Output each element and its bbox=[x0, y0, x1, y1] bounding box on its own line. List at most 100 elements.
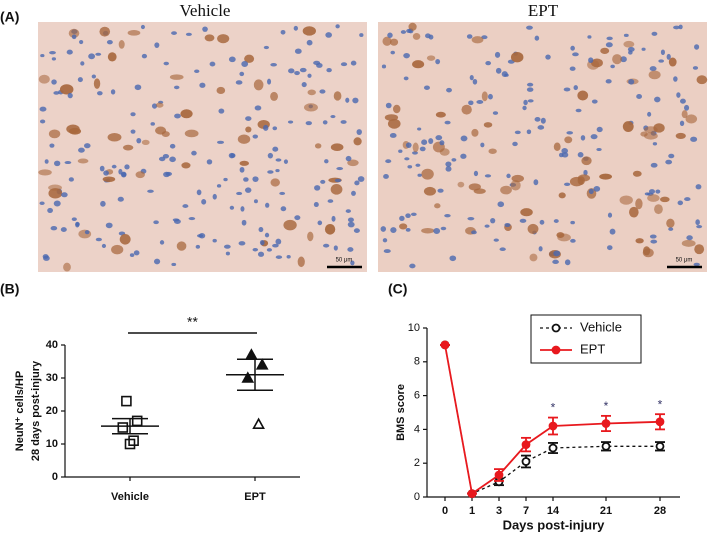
cell bbox=[223, 177, 228, 182]
cell bbox=[324, 159, 329, 164]
panel-label: (B) bbox=[0, 281, 19, 297]
cell bbox=[383, 174, 389, 179]
cell bbox=[134, 84, 142, 91]
cell bbox=[313, 202, 319, 208]
cell bbox=[490, 217, 496, 224]
cell bbox=[444, 120, 451, 125]
data-point bbox=[601, 441, 611, 451]
cell bbox=[412, 142, 419, 153]
cell bbox=[382, 238, 388, 243]
cell bbox=[245, 116, 252, 121]
cell bbox=[107, 52, 117, 62]
cell bbox=[468, 100, 474, 106]
cell bbox=[330, 143, 344, 151]
cell bbox=[136, 137, 142, 144]
cell bbox=[484, 224, 490, 228]
cell bbox=[390, 50, 396, 55]
data-point bbox=[655, 441, 665, 451]
cell bbox=[644, 132, 658, 140]
cell bbox=[345, 209, 351, 213]
cell bbox=[209, 61, 216, 67]
cell bbox=[244, 54, 255, 63]
cell bbox=[685, 114, 698, 124]
x-tick-label: 1 bbox=[469, 505, 475, 517]
cell bbox=[327, 199, 334, 203]
cell bbox=[609, 228, 616, 235]
cell bbox=[384, 114, 399, 121]
cell bbox=[270, 91, 279, 101]
cell bbox=[437, 188, 444, 193]
x-tick-label: EPT bbox=[244, 491, 266, 503]
cell bbox=[644, 192, 650, 196]
cell bbox=[692, 66, 699, 70]
cell bbox=[61, 192, 68, 198]
cell bbox=[294, 215, 301, 221]
cell bbox=[553, 142, 561, 151]
cell bbox=[48, 188, 63, 199]
cell bbox=[563, 182, 571, 187]
cell bbox=[151, 103, 158, 109]
x-axis-label: Days post-injury bbox=[503, 517, 606, 532]
y-tick-label: 2 bbox=[414, 457, 420, 469]
cell bbox=[514, 130, 521, 135]
cell bbox=[588, 188, 594, 195]
cell bbox=[577, 176, 585, 185]
cell bbox=[472, 78, 478, 85]
cell bbox=[564, 136, 573, 144]
cell bbox=[593, 185, 601, 192]
cell bbox=[423, 85, 430, 90]
cell bbox=[122, 144, 134, 151]
cell bbox=[217, 34, 230, 44]
y-axis-label: NeuN⁺ cells/HP bbox=[14, 371, 26, 451]
cell bbox=[44, 159, 49, 164]
cell bbox=[354, 180, 360, 186]
cell bbox=[480, 142, 485, 148]
cell bbox=[352, 97, 359, 104]
cell bbox=[340, 120, 347, 124]
cell bbox=[176, 241, 187, 251]
cell bbox=[77, 77, 83, 83]
cell bbox=[570, 45, 575, 51]
cell bbox=[252, 176, 259, 182]
cell bbox=[225, 251, 230, 256]
cell bbox=[539, 219, 545, 225]
cell bbox=[566, 131, 574, 135]
cell bbox=[660, 49, 665, 56]
cell bbox=[119, 234, 131, 245]
data-point bbox=[131, 415, 143, 427]
data-point bbox=[117, 422, 129, 433]
cell bbox=[643, 246, 651, 256]
cell bbox=[124, 164, 130, 170]
cell bbox=[88, 53, 96, 60]
cell bbox=[50, 226, 58, 231]
cell bbox=[403, 76, 409, 81]
data-point bbox=[548, 443, 558, 453]
cell bbox=[651, 31, 658, 36]
cell bbox=[101, 243, 107, 249]
cell bbox=[468, 183, 481, 191]
cell bbox=[581, 156, 592, 166]
data-point bbox=[440, 340, 450, 350]
significance-label: ** bbox=[187, 314, 198, 330]
cell bbox=[118, 168, 123, 175]
cell bbox=[590, 134, 598, 140]
cell bbox=[161, 131, 170, 137]
cell bbox=[78, 147, 85, 153]
cell bbox=[417, 127, 422, 131]
cell bbox=[684, 104, 690, 111]
cell bbox=[440, 226, 447, 231]
cell bbox=[652, 142, 658, 146]
cell bbox=[385, 159, 392, 164]
cell bbox=[283, 159, 288, 164]
cell bbox=[654, 96, 661, 103]
cell bbox=[206, 159, 213, 165]
cell bbox=[412, 60, 425, 69]
cell bbox=[353, 137, 362, 146]
legend-label: EPT bbox=[580, 341, 605, 356]
cell bbox=[333, 91, 342, 101]
cell bbox=[79, 40, 84, 45]
y-tick-label: 0 bbox=[414, 491, 420, 503]
cell bbox=[650, 239, 658, 244]
cell bbox=[693, 262, 700, 267]
